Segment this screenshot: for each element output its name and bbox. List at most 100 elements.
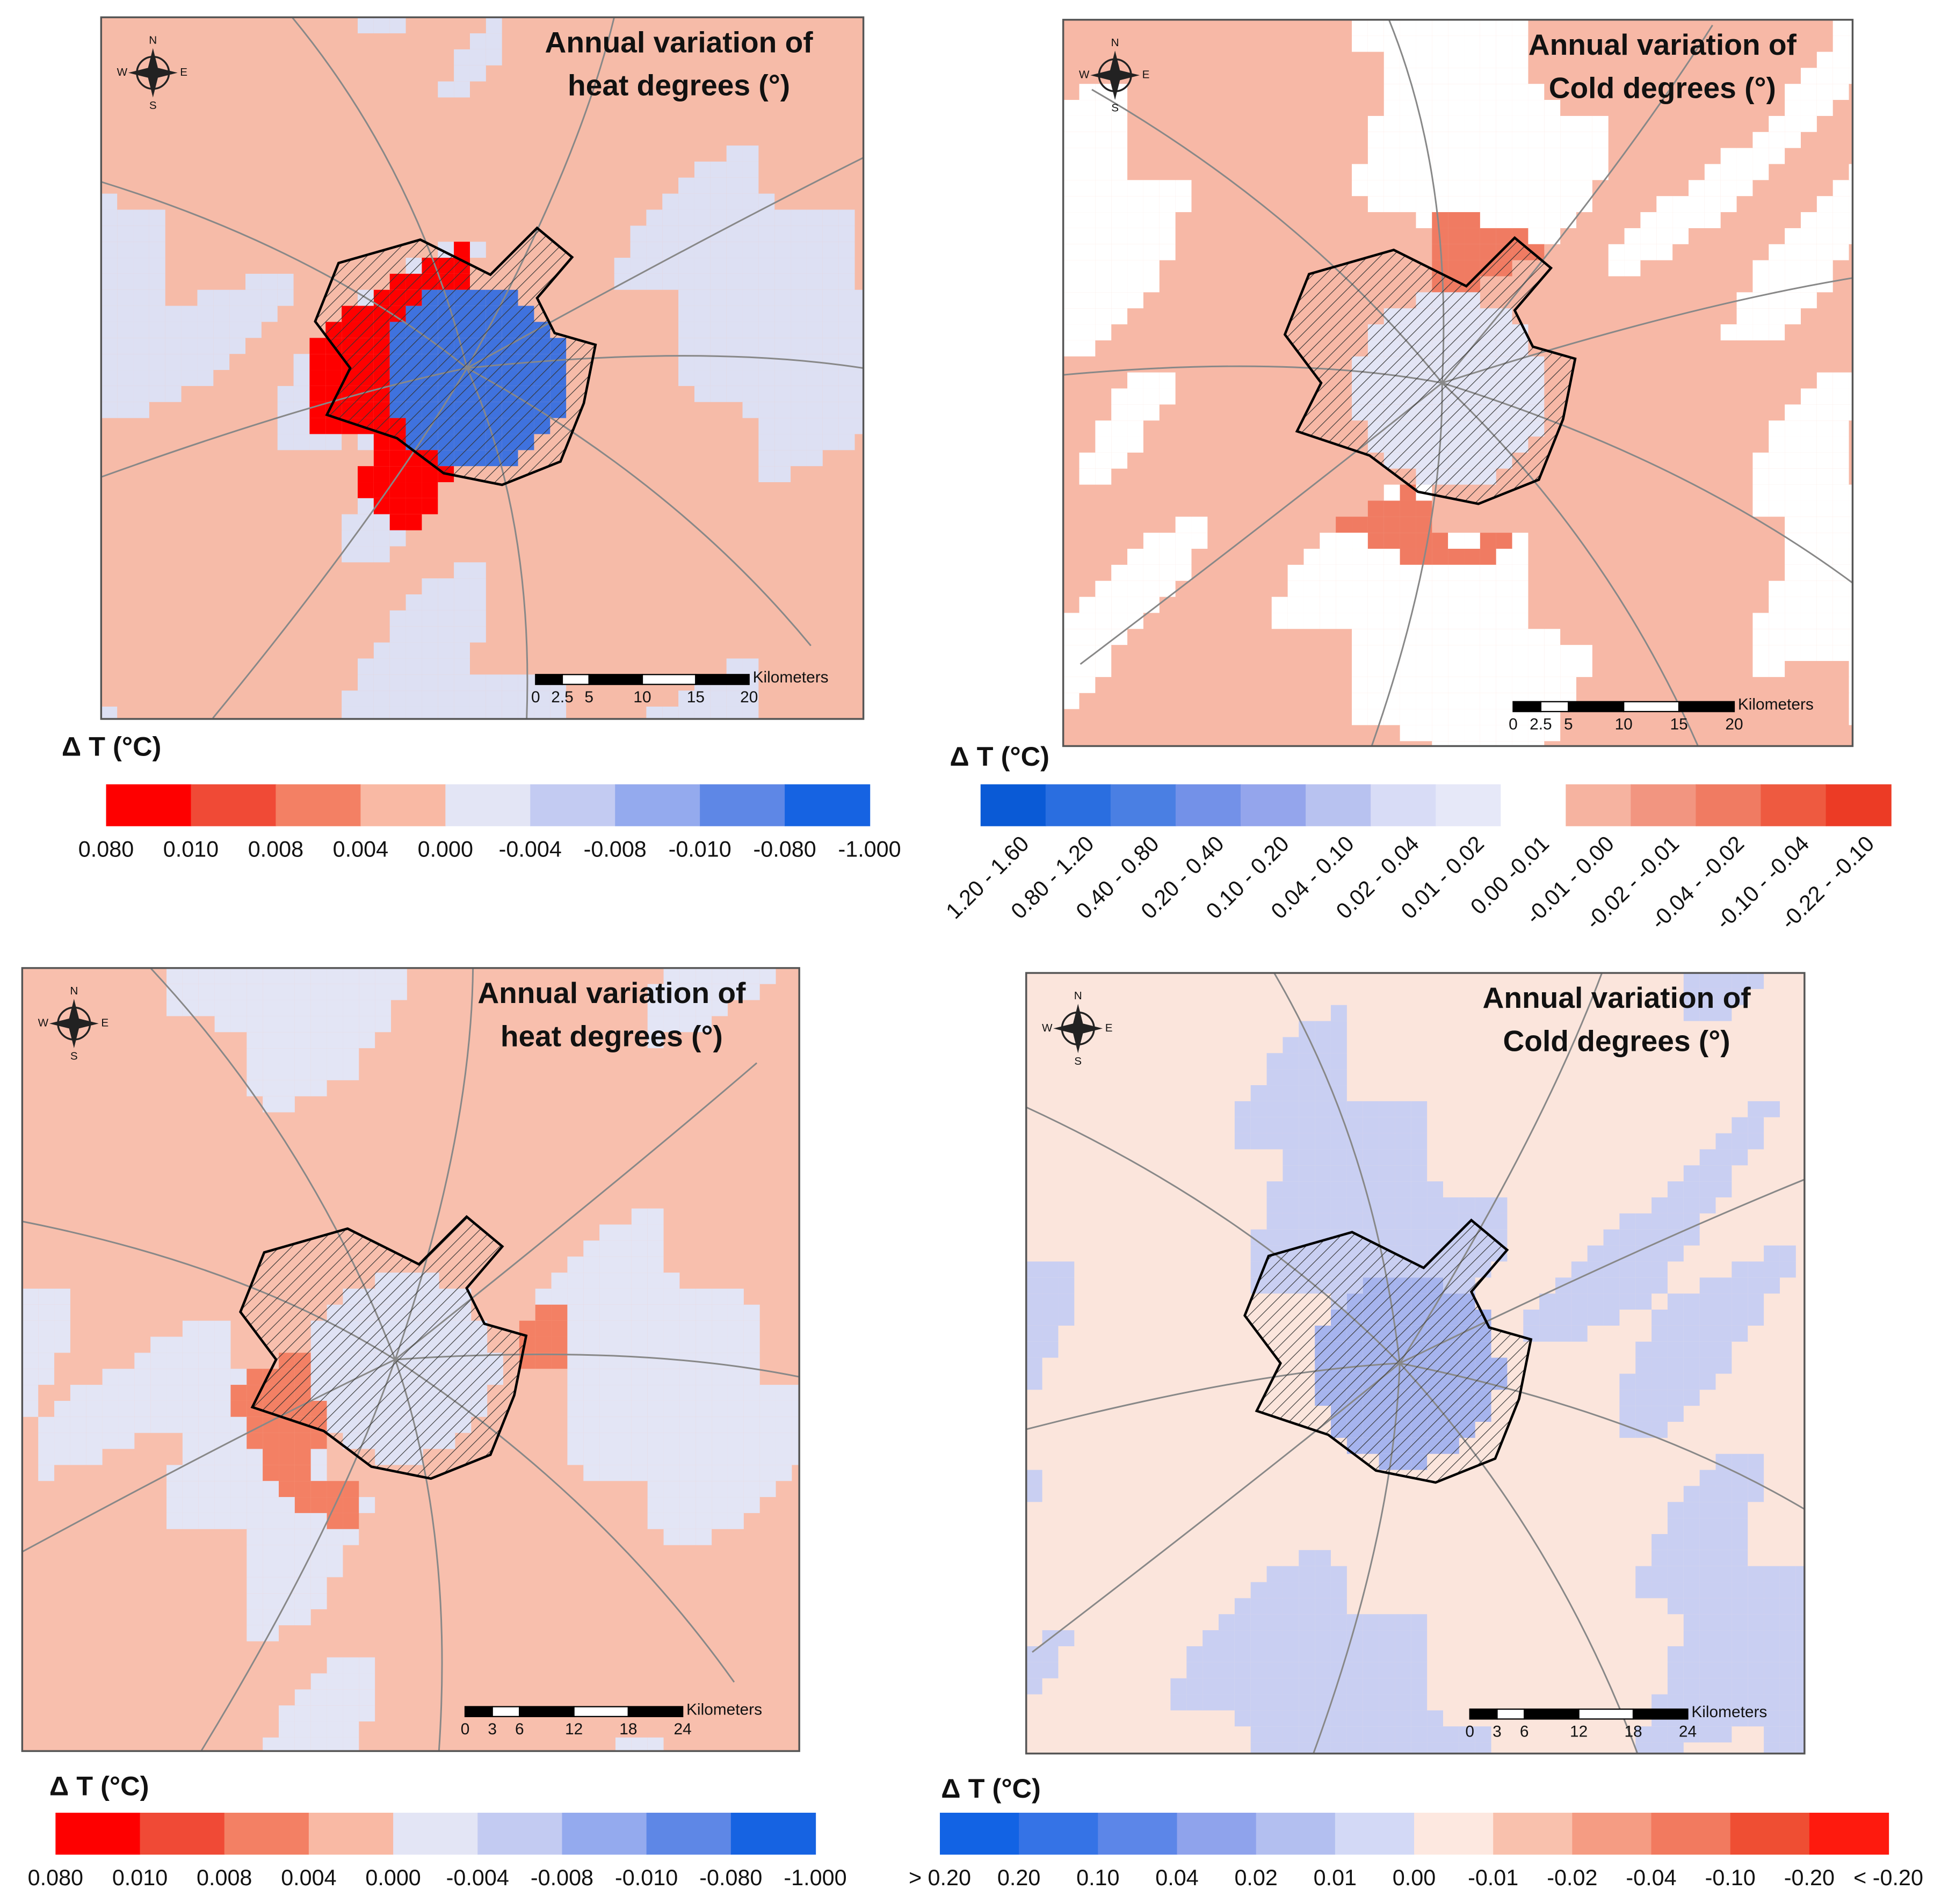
map-cell [1816, 645, 1833, 662]
map-cell [1448, 725, 1465, 742]
map-cell [1849, 212, 1853, 228]
map-cell [469, 562, 486, 579]
map-cell [343, 984, 359, 1000]
map-cell [1384, 132, 1400, 148]
map-cell [1699, 1630, 1716, 1646]
map-cell [1635, 1341, 1652, 1358]
map-cell [663, 1481, 680, 1498]
map-cell [1234, 1117, 1251, 1133]
map-cell [247, 1064, 263, 1080]
map-cell [1699, 1534, 1716, 1550]
map-cell [38, 1320, 55, 1337]
map-cell [214, 1369, 231, 1385]
map-cell [469, 706, 486, 719]
map-cell [1496, 35, 1512, 52]
map-cell [1785, 228, 1801, 244]
map-cell [1315, 1085, 1331, 1101]
map-cell [1736, 148, 1753, 164]
map-cell [743, 1465, 760, 1481]
map-cell [1170, 1694, 1187, 1711]
legend-label: 0.004 [333, 837, 388, 862]
map-cell [806, 370, 823, 386]
map-cell [1480, 52, 1496, 68]
map-cell [1496, 84, 1512, 100]
map-cell [726, 370, 743, 386]
map-cell [214, 1000, 231, 1016]
city-boundary [1243, 1218, 1533, 1484]
map-cell [535, 1353, 552, 1369]
map-cell [1416, 693, 1432, 709]
map-cell [1400, 19, 1416, 36]
map-cell [1346, 1213, 1363, 1230]
map-cell [405, 626, 422, 643]
legend-swatch [1177, 1812, 1257, 1855]
scale-segment [1524, 1708, 1580, 1720]
map-cell [1816, 580, 1833, 597]
legend-title: Δ T (°C) [62, 731, 162, 761]
map-cell [1528, 100, 1545, 116]
map-cell [1416, 533, 1432, 549]
map-cell [599, 1433, 615, 1449]
map-cell [1480, 132, 1496, 148]
map-cell [1715, 1181, 1732, 1198]
map-cell [1795, 1630, 1805, 1646]
map-cell [117, 338, 134, 354]
map-cell [263, 1545, 279, 1561]
map-cell [1769, 308, 1785, 325]
map-cell [615, 1369, 632, 1385]
map-cell [678, 258, 694, 274]
map-cell [712, 1497, 728, 1513]
map-cell [1480, 84, 1496, 100]
map-cell [583, 1465, 600, 1481]
map-cell [1411, 1133, 1428, 1150]
map-cell [117, 242, 134, 258]
map-cell [1127, 196, 1143, 213]
map-cell [389, 450, 406, 467]
map-cell [1795, 1566, 1805, 1582]
map-cell [1432, 84, 1448, 100]
map-cell [1640, 244, 1657, 260]
map-cell [1367, 19, 1384, 36]
map-cell [1608, 260, 1625, 277]
map-cell [310, 1048, 327, 1064]
map-cell [1816, 84, 1833, 100]
map-cell [325, 418, 342, 434]
map-cell [678, 273, 694, 290]
map-cell [230, 1497, 247, 1513]
map-cell [1832, 420, 1849, 437]
map-cell [1186, 1694, 1203, 1711]
map-cell [1800, 260, 1817, 277]
map-cell [1683, 1357, 1700, 1374]
map-cell [727, 984, 744, 1000]
scale-label: 0 [531, 688, 540, 706]
map-cell [1448, 677, 1465, 693]
map-cell [1512, 597, 1529, 613]
map-cell [1250, 1101, 1267, 1117]
map-cell [1667, 1646, 1684, 1662]
map-cell [22, 1288, 39, 1305]
map-cell [294, 1449, 311, 1465]
map-cell [263, 1465, 279, 1481]
map-cell [712, 1433, 728, 1449]
map-cell [263, 1048, 279, 1064]
map-cell [149, 289, 165, 306]
map-cell [742, 161, 759, 178]
map-cell [1715, 1277, 1732, 1294]
map-cell [1832, 372, 1849, 389]
map-cell [1849, 613, 1853, 629]
legend-swatch [140, 1812, 225, 1855]
legend-swatch [1110, 784, 1177, 826]
map-cell [1849, 693, 1853, 709]
legend-swatch [785, 784, 871, 826]
map-cell [1283, 1165, 1299, 1182]
map-cell [230, 1385, 247, 1401]
map-cell [551, 1336, 568, 1353]
map-cell [1042, 1293, 1059, 1310]
map-cell [1283, 1598, 1299, 1615]
map-cell [1111, 437, 1128, 453]
map-cell [1800, 645, 1817, 662]
map-cell [182, 1400, 199, 1417]
map-cell [1619, 1261, 1636, 1278]
map-cell [678, 354, 694, 370]
map-cell [405, 658, 422, 675]
